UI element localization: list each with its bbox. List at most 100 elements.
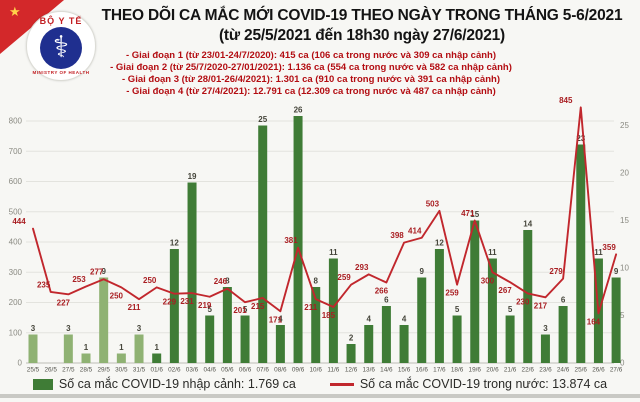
- bar-value-label: 3: [31, 324, 36, 333]
- line-value-label: 267: [498, 286, 512, 295]
- right-axis-tick-label: 20: [620, 169, 629, 178]
- line-value-label: 293: [355, 263, 369, 272]
- bar-value-label: 3: [543, 324, 548, 333]
- line-value-label: 211: [304, 303, 317, 312]
- x-axis-date-label: 22/6: [522, 367, 535, 374]
- right-axis-tick-label: 5: [620, 311, 625, 320]
- imported-cases-bar: [81, 353, 91, 363]
- imported-series-label: Số ca mắc COVID-19 nhập cảnh: 1.769 ca: [58, 377, 296, 391]
- left-axis-tick-label: 300: [9, 268, 23, 277]
- bar-value-label: 3: [66, 324, 71, 333]
- x-axis-date-label: 25/5: [27, 367, 40, 374]
- imported-cases-bar: [381, 306, 391, 363]
- imported-cases-bar: [346, 344, 356, 363]
- x-axis-date-label: 09/6: [292, 367, 305, 374]
- bar-value-label: 5: [508, 305, 513, 314]
- x-axis-date-label: 17/6: [433, 367, 446, 374]
- line-value-label: 250: [110, 291, 124, 300]
- right-axis-tick-label: 10: [620, 264, 629, 273]
- x-axis-date-label: 08/6: [274, 367, 287, 374]
- x-axis-date-label: 20/6: [486, 367, 499, 374]
- x-axis-date-label: 19/6: [469, 367, 482, 374]
- bar-value-label: 6: [561, 296, 566, 305]
- line-value-label: 359: [602, 243, 616, 252]
- line-value-label: 444: [12, 217, 26, 226]
- line-value-label: 471: [461, 209, 475, 218]
- ministry-of-health-logo: BỘ Y TẾ ⚕ MINISTRY OF HEALTH: [26, 11, 96, 81]
- x-axis-date-label: 05/6: [221, 367, 234, 374]
- imported-cases-bar: [399, 325, 409, 363]
- logo-top-text: BỘ Y TẾ: [39, 16, 83, 26]
- bar-value-label: 1: [84, 343, 89, 352]
- line-value-label: 266: [375, 287, 389, 296]
- domestic-cases-line: [32, 106, 618, 315]
- line-value-label: 381: [284, 236, 298, 245]
- bar-value-label: 6: [384, 296, 389, 305]
- x-axis-date-label: 26/5: [44, 367, 57, 374]
- imported-cases-bar: [205, 315, 215, 363]
- imported-cases-bar: [240, 315, 250, 363]
- x-axis-date-label: 07/6: [256, 367, 269, 374]
- bar-value-label: 15: [470, 210, 479, 219]
- bar-value-label: 12: [435, 239, 444, 248]
- bar-value-label: 19: [188, 172, 197, 181]
- line-value-label: 219: [198, 301, 212, 310]
- legend-item-imported: Số ca mắc COVID-19 nhập cảnh: 1.769 ca: [32, 377, 296, 391]
- line-value-label: 398: [390, 231, 404, 240]
- line-value-label: 250: [143, 276, 157, 285]
- line-value-label: 215: [251, 302, 265, 311]
- bar-value-label: 9: [101, 267, 106, 276]
- line-value-label: 227: [57, 298, 71, 307]
- imported-cases-bar: [222, 287, 232, 363]
- bar-value-label: 4: [367, 315, 372, 324]
- left-axis-tick-label: 400: [9, 238, 23, 247]
- left-axis-tick-label: 800: [9, 117, 23, 126]
- x-axis-date-label: 01/6: [150, 367, 163, 374]
- bar-value-label: 5: [207, 305, 212, 314]
- x-axis-date-label: 30/5: [115, 367, 128, 374]
- left-axis-tick-label: 500: [9, 207, 23, 216]
- bar-value-label: 1: [119, 343, 124, 352]
- line-value-label: 217: [534, 301, 548, 310]
- chart-legend: Số ca mắc COVID-19 nhập cảnh: 1.769 ca S…: [0, 377, 640, 391]
- bottom-strip-decoration: [0, 394, 640, 398]
- bar-value-label: 11: [594, 248, 603, 257]
- imported-cases-bar: [523, 230, 533, 363]
- x-axis-date-label: 06/6: [239, 367, 252, 374]
- bar-value-label: 1: [154, 343, 159, 352]
- imported-cases-bar: [275, 325, 285, 363]
- line-value-label: 235: [37, 280, 51, 289]
- imported-cases-bar: [116, 353, 126, 363]
- left-axis-tick-label: 600: [9, 177, 23, 186]
- legend-item-domestic: Số ca mắc COVID-19 trong nước: 13.874 ca: [329, 377, 608, 391]
- bar-value-label: 5: [455, 305, 460, 314]
- x-axis-date-label: 12/6: [345, 367, 358, 374]
- x-axis-date-label: 27/6: [610, 367, 623, 374]
- imported-cases-bar: [99, 277, 109, 363]
- line-value-label: 201: [233, 306, 247, 315]
- domestic-series-label: Số ca mắc COVID-19 trong nước: 13.874 ca: [359, 377, 608, 391]
- right-axis-tick-label: 25: [620, 121, 629, 130]
- star-icon: ★: [9, 4, 21, 19]
- imported-cases-bar: [258, 125, 268, 363]
- bar-value-label: 8: [313, 277, 318, 286]
- x-axis-date-label: 24/6: [557, 367, 570, 374]
- x-axis-date-label: 14/6: [380, 367, 393, 374]
- chart-title: THEO DÕI CA MẮC MỚI COVID-19 THEO NGÀY T…: [92, 6, 632, 46]
- x-axis-date-label: 02/6: [168, 367, 181, 374]
- line-value-label: 259: [337, 273, 351, 282]
- imported-cases-bar: [558, 306, 568, 363]
- left-axis-tick-label: 700: [9, 147, 23, 156]
- x-axis-date-label: 16/6: [416, 367, 429, 374]
- x-axis-date-label: 18/6: [451, 367, 464, 374]
- left-axis-tick-label: 200: [9, 298, 23, 307]
- imported-cases-bar: [470, 220, 480, 363]
- title-line-2: (từ 25/5/2021 đến 18h30 ngày 27/6/2021): [218, 27, 506, 44]
- x-axis-date-label: 04/6: [203, 367, 216, 374]
- line-value-label: 279: [549, 267, 563, 276]
- line-value-label: 211: [128, 303, 141, 312]
- phase-3-summary: - Giai đoạn 3 (từ 28/01-26/4/2021): 1.30…: [122, 74, 500, 85]
- title-line-1: THEO DÕI CA MẮC MỚI COVID-19 THEO NGÀY T…: [101, 7, 623, 24]
- bar-value-label: 26: [294, 106, 303, 115]
- x-axis-date-label: 10/6: [309, 367, 322, 374]
